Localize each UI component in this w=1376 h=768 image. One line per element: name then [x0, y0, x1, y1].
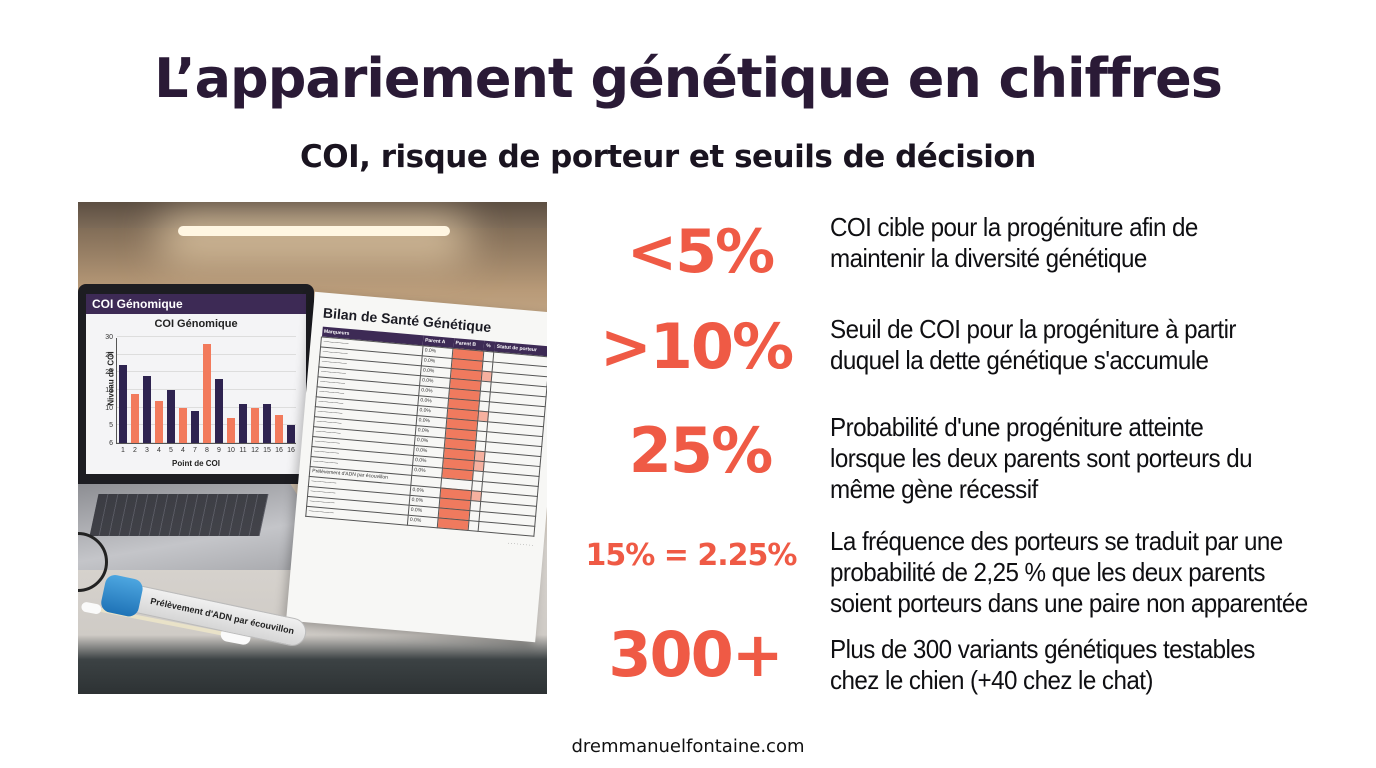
cabinet — [78, 202, 547, 228]
laptop-window-title: COI Génomique — [86, 294, 306, 314]
stat-value: 300+ — [608, 618, 783, 691]
stat-description: Seuil de COI pour la progéniture à parti… — [830, 314, 1236, 375]
stat-value: >10% — [599, 310, 794, 383]
keyboard — [89, 494, 269, 536]
y-tick: 30 — [105, 334, 113, 341]
illustration-photo: COI Génomique COI Génomique Niveau de CO… — [78, 202, 547, 694]
chart-bar — [131, 393, 139, 443]
tube-label: Prélèvement d'ADN par écouvillon — [149, 595, 296, 637]
chart-bar — [263, 404, 271, 443]
laptop-chart-title: COI Génomique — [154, 318, 238, 330]
x-tick: 12 — [251, 447, 259, 454]
y-tick: 15 — [105, 387, 113, 394]
x-tick: 7 — [193, 447, 197, 454]
page-subtitle: COI, risque de porteur et seuils de déci… — [300, 139, 1036, 175]
chart-bar — [179, 407, 187, 443]
y-tick: 20 — [105, 369, 113, 377]
x-tick: 3 — [145, 447, 149, 454]
chart-bar — [239, 404, 247, 443]
x-tick: 5 — [169, 447, 173, 454]
health-report-paper: Bilan de Santé Génétique Marqueurs Parent… — [286, 291, 547, 643]
chart-bar — [203, 344, 211, 443]
stat-description: La fréquence des porteurs se traduit par… — [830, 526, 1308, 618]
y-tick: 6 — [109, 440, 113, 447]
x-tick: 2 — [133, 447, 137, 454]
chart-bar — [227, 418, 235, 443]
stat-value: <5% — [626, 217, 775, 287]
x-tick: 16 — [275, 447, 283, 454]
chart-bar — [191, 411, 199, 443]
chart-bar — [275, 414, 283, 443]
x-tick: 10 — [227, 447, 235, 454]
y-tick: 25 — [105, 351, 113, 359]
sample-tube: Prélèvement d'ADN par écouvillon — [99, 573, 309, 649]
stat-description: Plus de 300 variants génétiques testable… — [830, 634, 1255, 695]
gridline — [117, 336, 296, 337]
chart-ylabel: Niveau de COI — [106, 351, 116, 406]
y-tick: 5 — [109, 422, 113, 430]
stat-value: 15% = 2.25% — [585, 538, 798, 573]
x-tick: 15 — [263, 447, 271, 454]
x-tick: 11 — [239, 447, 247, 454]
chart-bar — [287, 425, 295, 443]
stat-description: Probabilité d'une progéniture atteinte l… — [830, 412, 1253, 504]
x-tick: 1 — [121, 447, 125, 454]
stat-value: 25% — [628, 414, 773, 487]
laptop-screen: COI Génomique COI Génomique Niveau de CO… — [78, 284, 314, 484]
laptop-base — [78, 484, 328, 570]
chart-xlabel: Point de COI — [172, 459, 220, 468]
x-tick: 4 — [157, 447, 161, 454]
chart-bar — [155, 400, 163, 443]
stat-description: COI cible pour la progéniture afin de ma… — [830, 212, 1198, 273]
x-tick: 8 — [205, 447, 209, 454]
page-title: L’appariement génétique en chiffres — [154, 47, 1223, 110]
chart-bar — [251, 407, 259, 443]
paper-table: Marqueurs Parent A Parent B% Statut de port… — [305, 326, 547, 536]
website-link[interactable]: dremmanuelfontaine.com — [571, 736, 805, 757]
chart-bar — [167, 390, 175, 443]
x-tick: 16 — [287, 447, 295, 454]
light-bar — [178, 226, 450, 236]
chart-bar — [143, 375, 151, 443]
x-tick: 4 — [181, 447, 185, 454]
tube-cap — [99, 573, 145, 619]
chart-bar — [215, 379, 223, 443]
y-tick: 10 — [105, 404, 113, 412]
coi-bar-chart: 6 5 10 15 20 25 30 1 2 3 4 5 4 7 8 9 10 11 12 15 16 16 — [105, 334, 296, 454]
chart-bar — [119, 365, 127, 443]
x-tick: 9 — [217, 447, 221, 454]
